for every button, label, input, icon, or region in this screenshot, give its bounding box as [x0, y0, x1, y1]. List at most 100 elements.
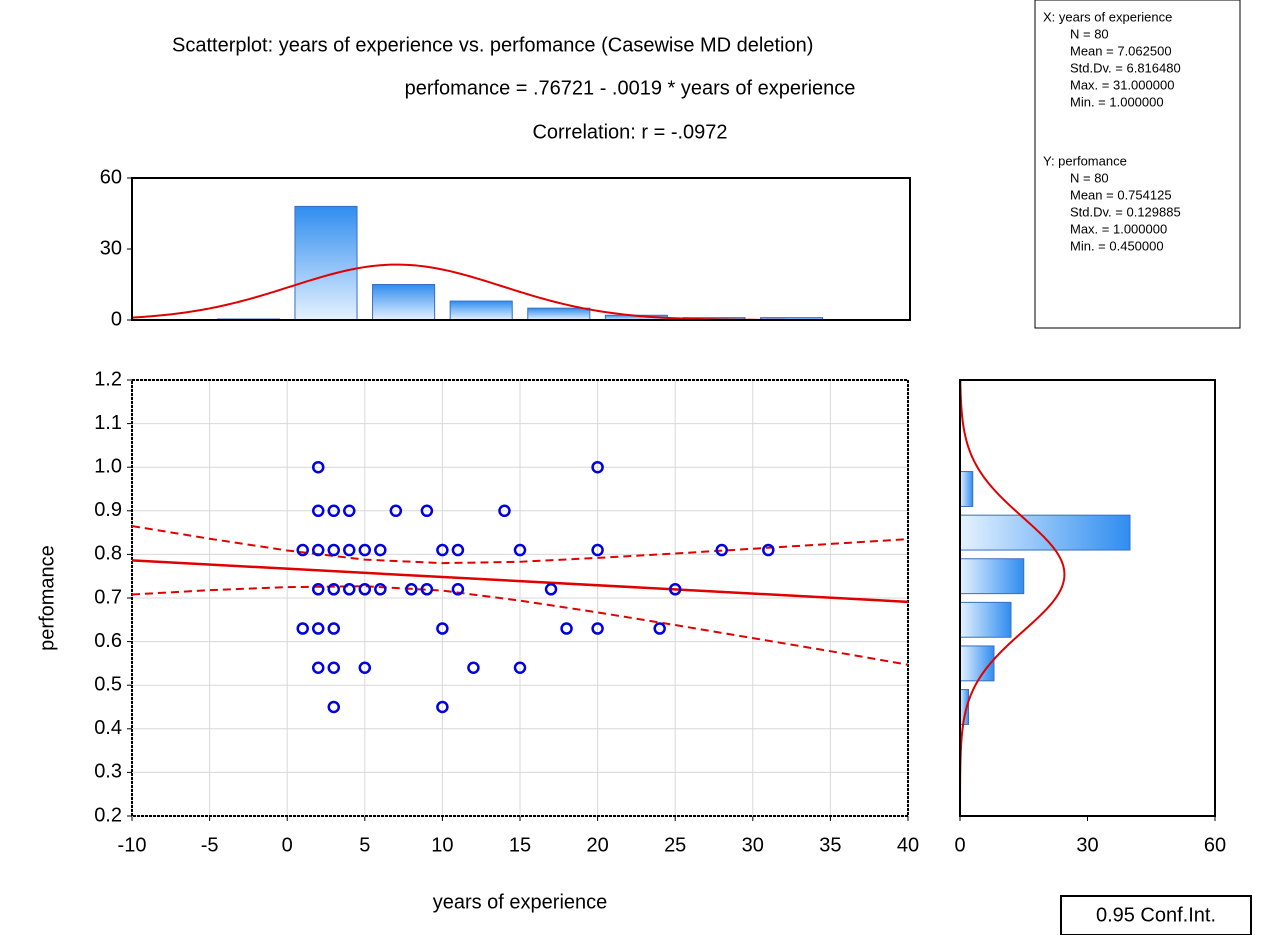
- data-point: [327, 543, 341, 557]
- stats-item: Mean = 0.754125: [1070, 187, 1172, 202]
- data-point: [327, 504, 341, 518]
- data-point: [343, 543, 356, 557]
- data-point: [358, 661, 372, 675]
- data-point: [467, 661, 480, 675]
- x-tick-label: 15: [509, 834, 531, 856]
- y-tick-label: 0.6: [94, 630, 122, 652]
- data-point: [296, 622, 309, 635]
- stats-item: Mean = 7.062500: [1070, 43, 1172, 58]
- y-tick-label: 60: [100, 166, 122, 188]
- stats-item: Max. = 1.000000: [1070, 221, 1167, 236]
- data-point: [436, 700, 449, 714]
- data-point: [560, 622, 573, 635]
- stats-header: Y: perfomance: [1043, 153, 1127, 168]
- x-tick-label: -10: [118, 834, 147, 856]
- y-tick-label: 0.8: [94, 543, 122, 565]
- data-point: [374, 583, 387, 596]
- histogram-bar: [959, 514, 1131, 551]
- x-tick-label: -5: [201, 834, 219, 856]
- x-tick-label: 0: [954, 834, 965, 856]
- stats-item: Min. = 1.000000: [1070, 94, 1164, 109]
- data-point: [311, 504, 325, 518]
- histogram-bar: [527, 307, 591, 321]
- data-point: [327, 700, 341, 714]
- data-point: [405, 583, 418, 596]
- data-point: [343, 504, 356, 518]
- correlation: Correlation: r = -.0972: [532, 121, 727, 143]
- y-tick-label: 0: [111, 308, 122, 330]
- data-point: [436, 543, 449, 557]
- y-tick-label: 0.9: [94, 499, 122, 521]
- data-point: [668, 583, 682, 596]
- histogram-frame: [131, 177, 911, 321]
- y-tick-label: 0.4: [94, 717, 122, 739]
- plot-frame: [131, 379, 909, 817]
- chart-title: Scatterplot: years of experience vs. per…: [172, 34, 813, 56]
- stats-item: N = 80: [1070, 26, 1109, 41]
- data-point: [311, 622, 325, 635]
- x-tick-label: 10: [431, 834, 453, 856]
- data-point: [591, 543, 604, 557]
- data-point: [327, 583, 341, 596]
- data-point: [513, 543, 527, 557]
- data-point: [389, 504, 403, 518]
- data-point: [343, 583, 356, 596]
- x-tick-label: 60: [1204, 834, 1226, 856]
- histogram-bar: [959, 471, 974, 507]
- data-point: [420, 504, 434, 518]
- confidence-band: [131, 585, 909, 666]
- x-tick-label: 25: [664, 834, 686, 856]
- y-axis-label: perfomance: [36, 545, 58, 651]
- y-tick-label: 1.0: [94, 455, 122, 477]
- histogram-bar: [449, 300, 513, 321]
- y-tick-label: 0.3: [94, 761, 122, 783]
- normal-curve: [959, 379, 1066, 817]
- histogram-bar: [294, 205, 358, 321]
- data-point: [358, 543, 372, 557]
- stats-item: Min. = 0.450000: [1070, 238, 1164, 253]
- data-point: [311, 583, 325, 596]
- legend-label: 0.95 Conf.Int.: [1096, 904, 1216, 926]
- data-point: [591, 622, 604, 635]
- regression-equation: perfomance = .76721 - .0019 * years of e…: [405, 77, 856, 99]
- x-tick-label: 0: [282, 834, 293, 856]
- confidence-band: [131, 525, 909, 565]
- data-point: [451, 543, 465, 557]
- stats-box: [1034, 0, 1241, 329]
- x-tick-label: 5: [359, 834, 370, 856]
- normal-curve: [131, 263, 909, 321]
- histogram-bar: [372, 284, 436, 321]
- data-point: [327, 622, 341, 635]
- data-point: [358, 583, 372, 596]
- data-point: [311, 661, 325, 675]
- data-point: [451, 583, 465, 596]
- stats-item: N = 80: [1070, 170, 1109, 185]
- x-tick-label: 40: [897, 834, 919, 856]
- data-point: [374, 543, 387, 557]
- data-point: [311, 460, 325, 474]
- stats-item: Std.Dv. = 6.816480: [1070, 60, 1181, 75]
- data-point: [296, 543, 309, 557]
- data-point: [715, 543, 729, 557]
- y-tick-label: 0.5: [94, 673, 122, 695]
- x-tick-label: 30: [1076, 834, 1098, 856]
- data-point: [436, 622, 449, 635]
- data-point: [544, 583, 558, 596]
- data-point: [311, 543, 325, 557]
- legend-box: [1060, 895, 1252, 935]
- x-tick-label: 30: [742, 834, 764, 856]
- data-point: [762, 543, 775, 557]
- stats-item: Std.Dv. = 0.129885: [1070, 204, 1181, 219]
- data-point: [420, 583, 434, 596]
- y-tick-label: 1.2: [94, 368, 122, 390]
- y-tick-label: 0.7: [94, 586, 122, 608]
- histogram-bar: [959, 558, 1025, 595]
- data-point: [498, 504, 511, 518]
- x-tick-label: 35: [819, 834, 841, 856]
- y-tick-label: 30: [100, 237, 122, 259]
- y-tick-label: 1.1: [94, 412, 122, 434]
- x-axis-label: years of experience: [433, 891, 608, 913]
- data-point: [653, 622, 666, 635]
